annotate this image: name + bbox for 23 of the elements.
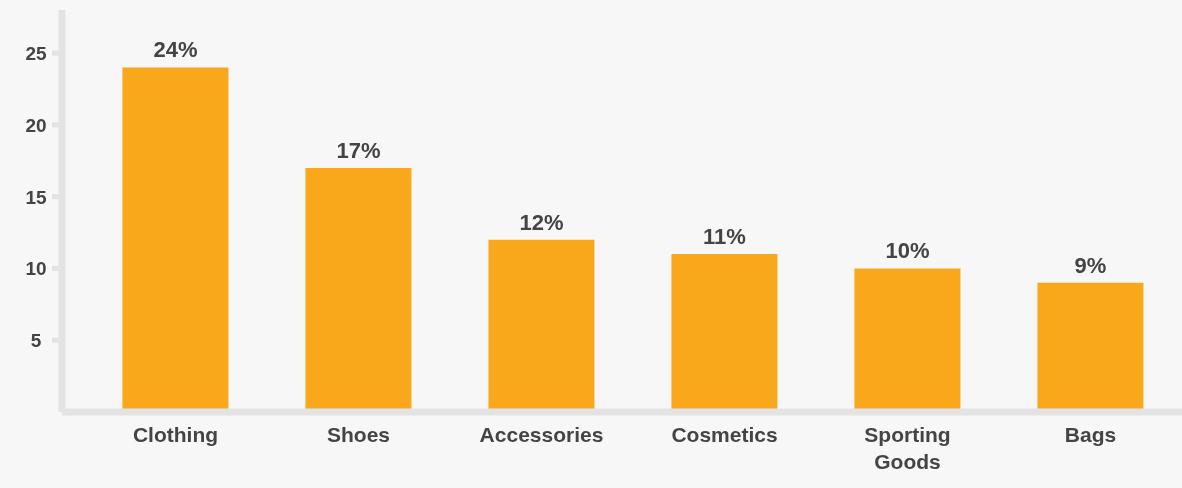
bar (671, 254, 778, 412)
data-label: 11% (703, 224, 746, 250)
bar (305, 167, 412, 412)
bar (1037, 282, 1144, 412)
y-tick-label: 15 (25, 186, 47, 208)
data-label: 9% (1074, 252, 1107, 278)
bar (854, 268, 961, 412)
x-tick-label: Cosmetics (671, 423, 778, 446)
y-tick-label: 5 (30, 330, 42, 352)
bar (122, 67, 229, 412)
x-tick-label: Sporting Goods (864, 423, 951, 473)
y-tick-label: 20 (25, 114, 47, 136)
data-label: 12% (519, 209, 564, 235)
y-tick-label: 10 (25, 258, 47, 280)
data-label: 17% (336, 137, 381, 163)
data-label: 10% (885, 238, 930, 264)
x-tick-label: Accessories (479, 423, 604, 446)
data-label: 24% (153, 37, 198, 63)
x-tick-label: Clothing (132, 423, 219, 446)
x-tick-label: Shoes (326, 423, 391, 446)
y-tick-label: 25 (25, 43, 47, 65)
x-tick-label: Bags (1064, 423, 1117, 446)
bar (488, 239, 595, 412)
